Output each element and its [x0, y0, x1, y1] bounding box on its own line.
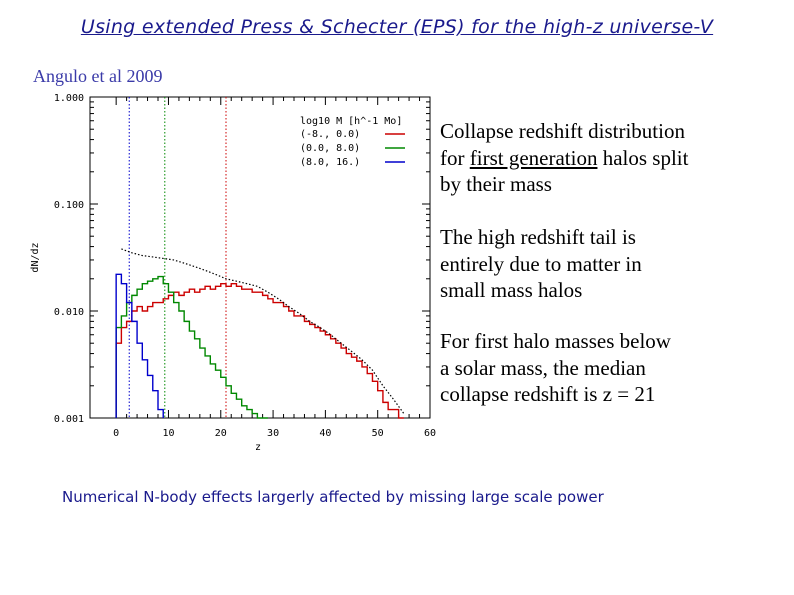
- legend-item-medium: (0.0, 8.0): [300, 143, 361, 154]
- footnote: Numerical N-body effects largerly affect…: [62, 488, 604, 506]
- legend-item-large: (8.0, 16.): [300, 157, 361, 168]
- series-line-(8.0, 16.): [115, 273, 164, 418]
- legend-title: log10 M [h^-1 Mo]: [300, 116, 403, 127]
- x-tick-label: 40: [319, 428, 331, 439]
- text-line: The high redshift tail is: [440, 225, 636, 249]
- y-tick-label: 0.100: [54, 200, 84, 211]
- series-line-total: [121, 248, 405, 414]
- text-line: by their mass: [440, 172, 552, 196]
- text-line: Collapse redshift distribution: [440, 119, 685, 143]
- x-tick-label: 50: [372, 428, 384, 439]
- x-tick-label: 20: [215, 428, 227, 439]
- text-line: small mass halos: [440, 278, 583, 302]
- text-line: For first halo masses below: [440, 329, 671, 353]
- plot-frame: [89, 96, 431, 419]
- x-axis-label: z: [255, 442, 261, 453]
- author-label: Angulo et al 2009: [33, 66, 163, 86]
- series-line-(-8., 0.0): [115, 282, 404, 419]
- text-line: a solar mass, the median: [440, 355, 646, 380]
- y-tick-label: 1.000: [54, 93, 84, 104]
- y-tick-label: 0.010: [54, 307, 84, 318]
- text-line: collapse redshift is z = 21: [440, 382, 656, 406]
- text-line: entirely due to matter in: [440, 251, 642, 276]
- slide-title: Using extended Press & Schecter (EPS) fo…: [80, 16, 714, 38]
- y-axis-label: dN/dz: [30, 242, 41, 272]
- x-tick-label: 60: [424, 428, 436, 439]
- text-line: for first generation halos split: [440, 145, 689, 170]
- series-line-(0.0, 8.0): [115, 275, 268, 419]
- y-tick-label: 0.001: [54, 414, 84, 425]
- legend-item-small: (-8., 0.0): [300, 129, 361, 140]
- text-block-1: Collapse redshift distribution for first…: [440, 118, 760, 198]
- x-tick-label: 0: [113, 428, 119, 439]
- x-tick-label: 30: [267, 428, 279, 439]
- x-tick-label: 10: [162, 428, 174, 439]
- text-block-2: The high redshift tail is entirely due t…: [440, 224, 760, 304]
- text-block-3: For first halo masses below a solar mass…: [440, 328, 760, 408]
